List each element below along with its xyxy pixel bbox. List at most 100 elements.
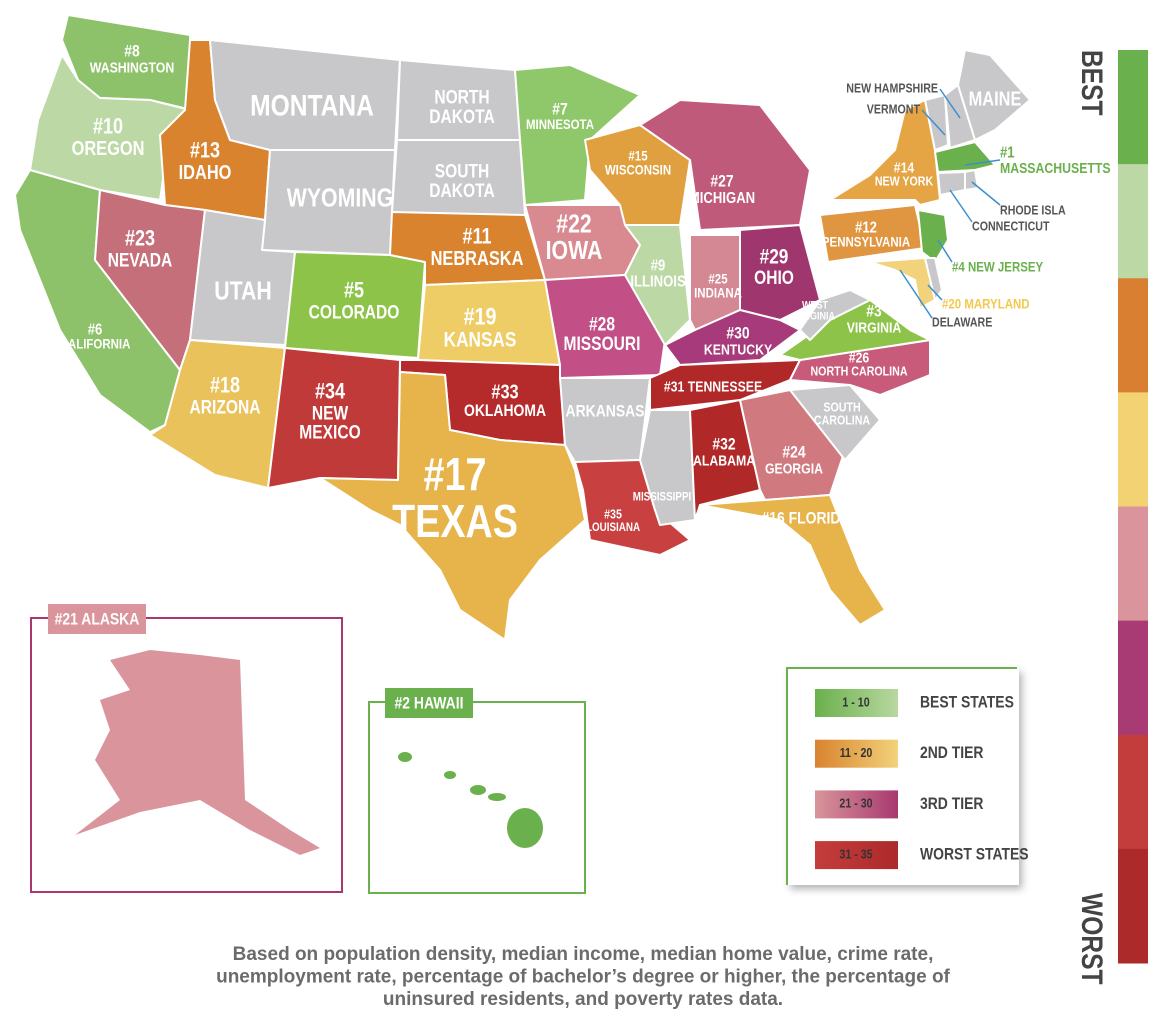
us-map [14, 14, 1031, 641]
label-line: OKLAHOMA [464, 402, 546, 421]
label-line: WYOMING [287, 184, 394, 214]
label-line: ILLINOIS [630, 273, 686, 290]
state [319, 371, 586, 641]
state [924, 94, 949, 151]
state-label: UTAH [214, 277, 272, 307]
label-line: #7 [552, 100, 567, 119]
state-label: MONTANA [250, 89, 374, 123]
legend-label: WORST STATES [920, 845, 1029, 864]
state-label: #33 OKLAHOMA [464, 380, 546, 421]
state-label: #14 NEW YORK [875, 159, 934, 189]
legend-swatch [815, 841, 898, 870]
state-label: NEW HAMPSHIRE [846, 80, 938, 95]
label-line: #35 [604, 506, 622, 521]
label-line: #34 [315, 380, 346, 404]
label-line: 21 - 30 [839, 796, 873, 811]
legend-label: 2ND TIER [920, 744, 983, 763]
leader-line [921, 109, 946, 136]
state [799, 289, 871, 341]
label-line: 11 - 20 [840, 745, 873, 760]
scale-segment [1118, 734, 1148, 850]
label-line: SOUTH [823, 399, 860, 414]
state-label: WYOMING [287, 184, 394, 214]
label-line: IOWA [546, 236, 603, 266]
label-line: NEVADA [108, 248, 173, 270]
legend-range: 11 - 20 [840, 745, 873, 760]
label-line: MISSISSIPPI [633, 490, 691, 503]
state [739, 224, 821, 321]
label-line: #27 [710, 172, 733, 191]
label-line: ARIZONA [190, 395, 261, 417]
label-line: CONNECTICUT [972, 218, 1050, 233]
scale-segment [1118, 506, 1148, 622]
hawaii-island [470, 785, 486, 795]
footnote: unemployment rate, percentage of bachelo… [216, 967, 950, 988]
label-line: #26 [849, 349, 870, 365]
state [789, 384, 881, 461]
label-line: #9 [651, 257, 666, 274]
legend-swatch [815, 689, 898, 717]
label-line: #11 [462, 225, 491, 249]
label-line: MASSACHUSETTS [1000, 160, 1111, 176]
state-label: #16 FLORIDA [762, 509, 851, 528]
state-label: #25 INDIANA [694, 271, 742, 302]
label-line: #22 [556, 210, 592, 240]
label-line: VIRGINIA [795, 310, 835, 322]
label-line: 31 - 35 [839, 847, 873, 862]
state-label: #20 MARYLAND [942, 296, 1030, 312]
label-line: 1 - 10 [842, 694, 870, 709]
hawaii-island [507, 808, 543, 848]
state [699, 494, 886, 626]
label-line: #6 [88, 321, 103, 338]
state-label: #23 NEVADA [108, 227, 173, 270]
label-line: INDIANA [694, 285, 742, 301]
label-line: #32 [712, 435, 736, 454]
label-line: MAINE [969, 87, 1022, 110]
state-label: #29 OHIO [754, 246, 794, 288]
state-label: #1 MASSACHUSETTS [1000, 144, 1111, 176]
label-line: BEST STATES [920, 693, 1014, 712]
label-line: NEW HAMPSHIRE [846, 80, 938, 95]
state [934, 141, 996, 173]
footnote: uninsured residents, and poverty rates d… [383, 989, 783, 1010]
label-line: RHODE ISLA [1000, 202, 1066, 217]
label-line: KENTUCKY [704, 341, 772, 357]
state-label: #35 LOUISIANA [586, 506, 640, 534]
state-label: #19 KANSAS [444, 302, 517, 352]
label-line: #3 [866, 302, 882, 321]
footnote: Based on population density, median inco… [233, 944, 934, 965]
label-line: #14 [894, 159, 915, 175]
state-label: #26 NORTH CAROLINA [810, 349, 907, 379]
legend-swatch [815, 790, 898, 819]
label-line: #1 [1000, 144, 1015, 161]
state-label: #31 TENNESSEE [664, 378, 762, 394]
state-label: MISSISSIPPI [633, 490, 691, 503]
label-line: VERMONT [867, 101, 921, 116]
label-line: #23 [125, 227, 155, 251]
state-label: #27 MICHIGAN [689, 172, 755, 207]
label-line: #19 [464, 302, 497, 329]
label-line: MISSOURI [564, 332, 641, 354]
label-line: #5 [344, 279, 364, 303]
legend-range: 21 - 30 [839, 796, 873, 811]
label-line: NEW [312, 401, 349, 423]
label-line: #31 TENNESSEE [664, 378, 762, 394]
state-label: #18 ARIZONA [190, 374, 261, 417]
label-line: MEXICO [299, 421, 360, 443]
label-line: DAKOTA [429, 179, 495, 201]
label-line: #24 [782, 443, 806, 462]
leader-line [949, 189, 973, 223]
legend-range: 1 - 10 [842, 694, 870, 709]
scale-segment [1118, 164, 1148, 279]
state [639, 99, 811, 231]
label-line: #8 [124, 42, 140, 61]
hawaii-island [444, 771, 456, 779]
label-line: #2 HAWAII [395, 694, 464, 713]
state-label: #12 PENNSYLVANIA [822, 219, 910, 250]
scale-bottom: WORST [1076, 893, 1110, 985]
legend-swatch [815, 739, 898, 768]
state [964, 169, 979, 191]
state [869, 257, 936, 309]
label-line: PENNSYLVANIA [822, 234, 910, 250]
